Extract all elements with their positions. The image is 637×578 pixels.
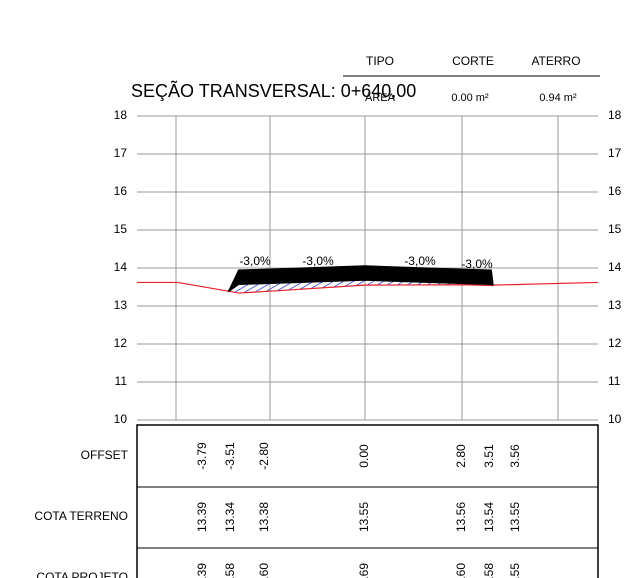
row-label: OFFSET bbox=[81, 448, 129, 462]
cell-value: 0.00 bbox=[357, 444, 371, 468]
cell-value: -3.79 bbox=[195, 442, 209, 470]
y-tick-label: 15 bbox=[114, 222, 128, 236]
header-row-label: ÁREA bbox=[365, 91, 396, 104]
cell-value: 13.39 bbox=[195, 502, 209, 532]
y-tick-label: 17 bbox=[114, 146, 128, 160]
slope-label: -3,0% bbox=[239, 254, 271, 268]
cell-value: 13.55 bbox=[357, 502, 371, 532]
cell-value: 13.55 bbox=[508, 502, 522, 532]
cell-value: 3.56 bbox=[508, 444, 522, 468]
cell-value: 13.56 bbox=[454, 502, 468, 532]
slope-label: -3,0% bbox=[404, 254, 436, 268]
y-tick-label: 12 bbox=[608, 336, 622, 350]
cell-value: 13.54 bbox=[482, 502, 496, 532]
y-tick-label: 14 bbox=[608, 260, 622, 274]
y-tick-label: 16 bbox=[114, 184, 128, 198]
header-col: TIPO bbox=[366, 54, 394, 68]
header-col: ATERRO bbox=[531, 54, 580, 68]
section-title: SEÇÃO TRANSVERSAL: 0+640,00 bbox=[131, 80, 416, 101]
y-tick-label: 17 bbox=[608, 146, 622, 160]
slope-label: -3,0% bbox=[461, 257, 493, 271]
table-frame bbox=[136, 424, 599, 578]
cell-value: 13.60 bbox=[257, 563, 271, 578]
y-tick-label: 12 bbox=[114, 336, 128, 350]
cell-value: 13.69 bbox=[357, 563, 371, 578]
y-tick-label: 18 bbox=[114, 108, 128, 122]
cell-value: 13.38 bbox=[257, 502, 271, 532]
cell-value: 2.80 bbox=[454, 444, 468, 468]
row-label: COTA PROJETO bbox=[36, 570, 128, 578]
header-value: 0.94 m² bbox=[539, 92, 577, 104]
cell-value: 13.34 bbox=[223, 502, 237, 532]
cell-value: 3.51 bbox=[482, 444, 496, 468]
y-tick-label: 15 bbox=[608, 222, 622, 236]
header-col: CORTE bbox=[452, 54, 494, 68]
cell-value: 13.60 bbox=[454, 563, 468, 578]
cell-value: -3.51 bbox=[223, 442, 237, 470]
cell-value: 13.58 bbox=[223, 563, 237, 578]
cell-value: -2.80 bbox=[257, 442, 271, 470]
y-tick-label: 18 bbox=[608, 108, 622, 122]
header-value: 0.00 m² bbox=[451, 92, 489, 104]
cell-value: 13.55 bbox=[508, 563, 522, 578]
y-tick-label: 14 bbox=[114, 260, 128, 274]
y-tick-label: 10 bbox=[114, 412, 128, 426]
row-label: COTA TERRENO bbox=[34, 509, 128, 523]
y-tick-label: 11 bbox=[608, 374, 621, 388]
slope-label: -3,0% bbox=[302, 254, 334, 268]
y-tick-label: 16 bbox=[608, 184, 622, 198]
cell-value: 13.58 bbox=[482, 563, 496, 578]
cell-value: 13.39 bbox=[195, 563, 209, 578]
y-tick-label: 10 bbox=[608, 412, 622, 426]
project-line bbox=[227, 278, 494, 292]
y-tick-label: 13 bbox=[114, 298, 128, 312]
y-tick-label: 11 bbox=[115, 374, 128, 388]
y-tick-label: 13 bbox=[608, 298, 622, 312]
